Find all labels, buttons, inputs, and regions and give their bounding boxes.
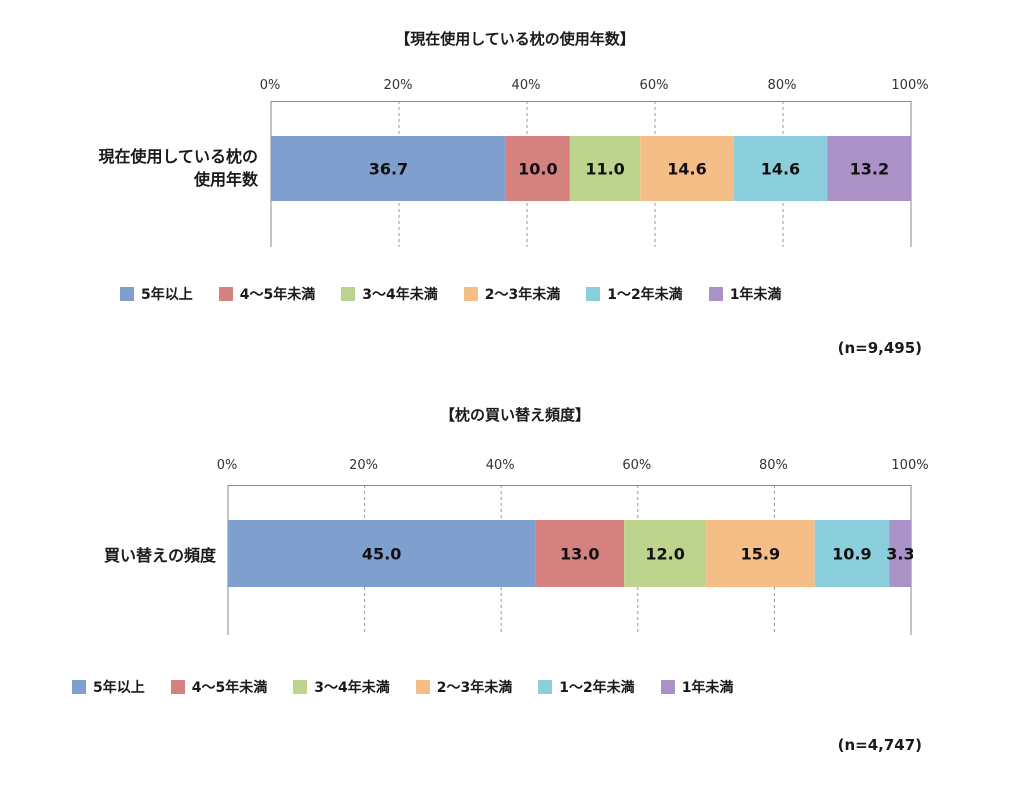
x-tick-label: 100% bbox=[891, 458, 929, 473]
legend-item: 4〜5年未満 bbox=[218, 284, 316, 304]
legend-label: 4〜5年未満 bbox=[239, 287, 316, 303]
x-tick-label: 20% bbox=[383, 78, 413, 93]
data-label: 13.0 bbox=[560, 545, 599, 564]
data-label: 13.2 bbox=[850, 160, 889, 179]
legend-item: 3〜4年未満 bbox=[341, 284, 438, 304]
legend-swatch bbox=[170, 680, 185, 694]
legend-item: 5年以上 bbox=[72, 677, 145, 697]
category-label: 現在使用している枕の 使用年数 bbox=[30, 145, 258, 191]
legend: 5年以上 4〜5年未満 3〜4年未満 2〜3年未満 1〜2年未満 1年未満 bbox=[120, 284, 781, 304]
data-label: 14.6 bbox=[667, 160, 706, 179]
sample-size-note: (n=4,747) bbox=[837, 736, 922, 754]
data-label: 11.0 bbox=[585, 160, 624, 179]
plot-area: 36.7 10.0 11.0 14.6 14.6 13.2 bbox=[270, 101, 912, 247]
bar-segment bbox=[624, 520, 707, 587]
data-label: 36.7 bbox=[369, 160, 408, 179]
x-tick-label: 80% bbox=[758, 458, 788, 473]
legend-item: 1〜2年未満 bbox=[586, 284, 683, 304]
x-tick-label: 80% bbox=[767, 78, 797, 93]
legend-item: 1年未満 bbox=[660, 677, 734, 697]
legend-item: 1〜2年未満 bbox=[538, 677, 635, 697]
bar-segment bbox=[640, 136, 734, 201]
legend-label: 5年以上 bbox=[93, 680, 145, 696]
bar-segment bbox=[814, 520, 890, 587]
category-label: 買い替えの頻度 bbox=[30, 544, 216, 567]
legend-swatch bbox=[660, 680, 675, 694]
bar-segment bbox=[827, 136, 912, 201]
x-tick-label: 60% bbox=[622, 458, 652, 473]
category-label-line: 買い替えの頻度 bbox=[103, 546, 216, 565]
legend-item: 3〜4年未満 bbox=[293, 677, 390, 697]
legend-swatch bbox=[708, 287, 723, 301]
legend-item: 5年以上 bbox=[120, 284, 193, 304]
x-tick-label: 0% bbox=[259, 78, 281, 93]
category-label-line: 使用年数 bbox=[193, 170, 258, 189]
legend-swatch bbox=[538, 680, 553, 694]
legend-label: 1〜2年未満 bbox=[559, 680, 635, 696]
legend-swatch bbox=[463, 287, 478, 301]
legend-item: 2〜3年未満 bbox=[463, 284, 561, 304]
data-label: 12.0 bbox=[645, 545, 684, 564]
legend: 5年以上 4〜5年未満 3〜4年未満 2〜3年未満 1〜2年未満 1年未満 bbox=[72, 677, 733, 697]
bar-segment bbox=[505, 136, 570, 201]
legend-label: 2〜3年未満 bbox=[436, 680, 513, 696]
legend-swatch bbox=[415, 680, 430, 694]
x-tick-label: 40% bbox=[485, 458, 515, 473]
bar-segment bbox=[535, 520, 625, 587]
legend-label: 2〜3年未満 bbox=[484, 287, 561, 303]
legend-swatch bbox=[120, 287, 134, 301]
legend-label: 3〜4年未満 bbox=[362, 287, 438, 303]
chart-title: 【現在使用している枕の使用年数】 bbox=[395, 30, 635, 48]
x-tick-label: 100% bbox=[891, 78, 929, 93]
bar-segment bbox=[228, 520, 536, 587]
data-label: 14.6 bbox=[761, 160, 800, 179]
bar-segment bbox=[733, 136, 828, 201]
data-label: 10.0 bbox=[518, 160, 557, 179]
legend-label: 4〜5年未満 bbox=[191, 680, 268, 696]
x-tick-label: 0% bbox=[216, 458, 238, 473]
bar-segment bbox=[889, 520, 912, 587]
plot-area: 45.0 13.0 12.0 15.9 10.9 3.3 bbox=[227, 485, 913, 635]
legend-label: 1〜2年未満 bbox=[607, 287, 683, 303]
legend-item: 4〜5年未満 bbox=[170, 677, 268, 697]
x-tick-label: 40% bbox=[511, 78, 541, 93]
sample-size-note: (n=9,495) bbox=[837, 339, 922, 357]
bar-segment bbox=[271, 136, 506, 201]
x-tick-label: 60% bbox=[639, 78, 669, 93]
legend-swatch bbox=[72, 680, 86, 694]
legend-swatch bbox=[293, 680, 308, 694]
data-label: 10.9 bbox=[832, 545, 871, 564]
legend-item: 1年未満 bbox=[708, 284, 782, 304]
legend-swatch bbox=[341, 287, 356, 301]
data-label: 45.0 bbox=[362, 545, 401, 564]
legend-swatch bbox=[218, 287, 233, 301]
data-label: 3.3 bbox=[886, 545, 913, 564]
bar-segment bbox=[706, 520, 815, 587]
legend-label: 1年未満 bbox=[729, 287, 782, 303]
bar-segment bbox=[569, 136, 641, 201]
data-label: 15.9 bbox=[741, 545, 780, 564]
x-tick-label: 20% bbox=[349, 458, 379, 473]
legend-swatch bbox=[586, 287, 601, 301]
legend-label: 3〜4年未満 bbox=[314, 680, 390, 696]
legend-item: 2〜3年未満 bbox=[415, 677, 513, 697]
legend-label: 1年未満 bbox=[681, 680, 734, 696]
category-label-line: 現在使用している枕の bbox=[98, 147, 258, 166]
legend-label: 5年以上 bbox=[141, 287, 193, 303]
chart-title: 【枕の買い替え頻度】 bbox=[439, 406, 590, 424]
